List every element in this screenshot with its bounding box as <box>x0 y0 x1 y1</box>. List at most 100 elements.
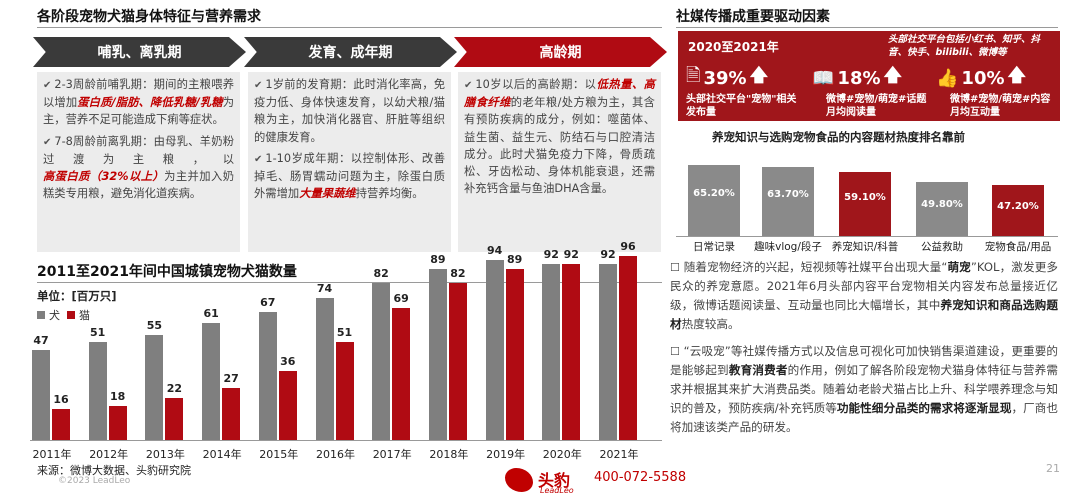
p1-b2: 养宠知识和商品选购题材 <box>670 298 1058 331</box>
pop-chart-unit: 单位：[百万只] <box>37 289 117 303</box>
paragraph-1: ☐ 随着宠物经济的兴起，短视频等社媒平台出现大量“萌宠”KOL，激发更多民众的养… <box>670 258 1058 334</box>
stat-desc: 微博#宠物/萌宠#内容月均互动量 <box>950 94 1051 118</box>
dog-bar <box>202 323 221 440</box>
stage-header-2: 发育、成年期 <box>244 37 457 67</box>
cat-bar <box>448 282 467 440</box>
cat-bar <box>335 342 354 440</box>
bar-value-label: 18 <box>110 389 126 403</box>
bar-value-label: 69 <box>393 291 409 305</box>
pop-bar-chart: 47 16 2011年 51 18 2012年 55 22 2013年 61 27 2014年 67 36… <box>32 240 639 461</box>
right-section-title: 社媒传播成重要驱动因素 <box>676 9 830 25</box>
bar-value-label: 92 <box>543 247 559 261</box>
dog-bar <box>428 269 447 440</box>
social-stats-box: 2020至2021年 头部社交平台包括小红书、知乎、抖音、快手、bilibili… <box>678 31 1060 121</box>
heat-bar-label: 65.20% <box>693 187 735 199</box>
p1-pre: 随着宠物经济的兴起，短视频等社媒平台出现大量“ <box>683 260 948 274</box>
check-icon: ✔ <box>254 80 263 91</box>
brand-name: 头豹 <box>538 471 571 490</box>
pop-chart-baseline <box>30 440 662 441</box>
bar-value-label: 94 <box>486 243 503 257</box>
p1-mid: ”KOL，激发更多民众的养宠意愿。2021年6月头部内容平台宠物相关内容发布总量… <box>670 260 1059 312</box>
dog-bar <box>32 349 50 440</box>
legend-cat-swatch <box>67 311 75 319</box>
bar-value-label: 74 <box>316 282 333 296</box>
cat-bar <box>505 269 524 440</box>
p2-mid: 的作用，例如了解各阶段宠物犬猫身体特征与营养需求并根据其来扩大消费品类。随着幼老… <box>670 363 1058 415</box>
pop-chart-legend: 犬 猫 <box>37 307 90 323</box>
text-post: 持营养均衡。 <box>355 187 424 201</box>
paragraph-2: ☐ “云吸宠”等社媒传播方式以及信息可视化可加快销售渠道建设，更重要的是能够起到… <box>670 342 1058 437</box>
year-label: 2019年 <box>486 448 526 461</box>
stat-desc: 微博#宠物/萌宠#话题月均阅读量 <box>826 94 927 118</box>
book-icon: 📖 <box>812 67 835 89</box>
bar-value-label: 67 <box>260 295 276 309</box>
heat-bar: 49.80% <box>916 181 968 236</box>
heat-category-label: 日常记录 <box>693 241 735 253</box>
check-icon: ✔ <box>254 153 263 165</box>
dog-bar <box>315 298 334 440</box>
up-arrow-icon: 🡅 <box>883 65 903 86</box>
bar-value-label: 55 <box>146 318 163 332</box>
heat-bar-label: 49.80% <box>921 199 963 211</box>
divider <box>676 27 1058 28</box>
checkbox-icon: ☐ <box>670 261 680 274</box>
copyright: ©2023 LeadLeo <box>58 476 131 486</box>
bar-value-label: 61 <box>203 307 219 321</box>
up-arrow-icon: 🡅 <box>749 65 769 86</box>
stat-value: 39% <box>703 67 747 89</box>
text-pre: 1岁前的发育期：此时消化率高，免疫力低、身体快速发育，以幼犬粮/猫粮为主，加快消… <box>254 78 445 144</box>
text-highlight: 高蛋白质（32%以上） <box>43 170 165 184</box>
dog-bar <box>485 259 504 440</box>
text-pre: 2-3周龄前哺乳期：期间的主粮喂养以增加 <box>43 78 234 110</box>
stage-header-1: 哺乳、离乳期 <box>33 37 246 67</box>
text-pre: 7-8周龄前离乳期：由母乳、羊奶粉过渡为主粮，以 <box>43 134 234 166</box>
brand-en: LeadLeo <box>540 486 574 495</box>
cat-bar <box>165 397 184 440</box>
heat-category-label: 宠物食品/用品 <box>984 241 1052 253</box>
p2-b2: 功能性细分品类的需求将逐渐显现 <box>836 401 1012 415</box>
cat-bar <box>278 371 297 440</box>
p2-b1: 教育消费者 <box>728 363 788 377</box>
phone-number: 400-072-5588 <box>594 470 687 485</box>
heat-chart-baseline <box>676 236 1058 237</box>
dog-bar <box>145 334 164 440</box>
bar-value-label: 47 <box>33 333 49 347</box>
heat-bar-label: 59.10% <box>844 192 886 204</box>
year-label: 2021年 <box>599 448 639 461</box>
stat-value: 18% <box>837 67 881 89</box>
year-label: 2014年 <box>202 448 242 461</box>
bar-value-label: 51 <box>336 326 353 340</box>
bar-value-label: 27 <box>223 372 239 386</box>
bar-value-label: 96 <box>620 240 636 253</box>
text-highlight: 蛋白质/脂肪、降低乳糖/乳糖 <box>77 96 223 110</box>
year-label: 2020年 <box>542 448 582 461</box>
bar-value-label: 16 <box>53 393 69 407</box>
stat-desc: 头部社交平台"宠物"相关发布量 <box>686 94 797 118</box>
dog-bar <box>542 263 561 440</box>
year-label: 2012年 <box>89 448 129 461</box>
stage-box-1: ✔ 2-3周龄前哺乳期：期间的主粮喂养以增加蛋白质/脂肪、降低乳糖/乳糖为主，营养… <box>37 72 240 252</box>
heat-category-label: 养宠知识/科普 <box>831 241 899 253</box>
platform-note: 头部社交平台包括小红书、知乎、抖音、快手、bilibili、微博等 <box>888 34 1041 58</box>
legend-dog-label: 犬 <box>49 309 60 322</box>
text-post: 为主并加入奶糕类专用粮，避免消化道疾病。 <box>43 170 234 201</box>
heat-category-label: 趣味vlog/段子 <box>754 241 822 253</box>
cat-bar <box>222 388 241 440</box>
legend-cat-label: 猫 <box>79 309 90 322</box>
p1-post: 热度较高。 <box>681 317 740 331</box>
leopard-logo <box>505 468 533 492</box>
bar-value-label: 92 <box>600 247 616 261</box>
text-post: 的老年粮/处方粮为主，其含有预防疾病的成分，例如：噬菌体、益生菌、益生元、防结石… <box>464 96 655 196</box>
dog-bar <box>88 342 107 440</box>
stat-1: 🗎 39% 🡅 头部社交平台"宠物"相关发布量 <box>686 63 806 119</box>
bar-value-label: 89 <box>430 253 446 267</box>
heat-bar: 63.70% <box>762 166 814 236</box>
year-label: 2017年 <box>372 448 412 461</box>
stage-paragraph: ✔ 2-3周龄前哺乳期：期间的主粮喂养以增加蛋白质/脂肪、降低乳糖/乳糖为主，营养… <box>43 76 234 129</box>
check-icon: ✔ <box>464 80 473 91</box>
legend-dog-swatch <box>37 311 45 319</box>
cat-bar <box>108 405 127 440</box>
bar-value-label: 36 <box>280 355 296 368</box>
year-label: 2013年 <box>145 448 185 461</box>
stage-paragraph: ✔ 1岁前的发育期：此时消化率高，免疫力低、身体快速发育，以幼犬粮/猫粮为主，加快… <box>254 76 445 146</box>
